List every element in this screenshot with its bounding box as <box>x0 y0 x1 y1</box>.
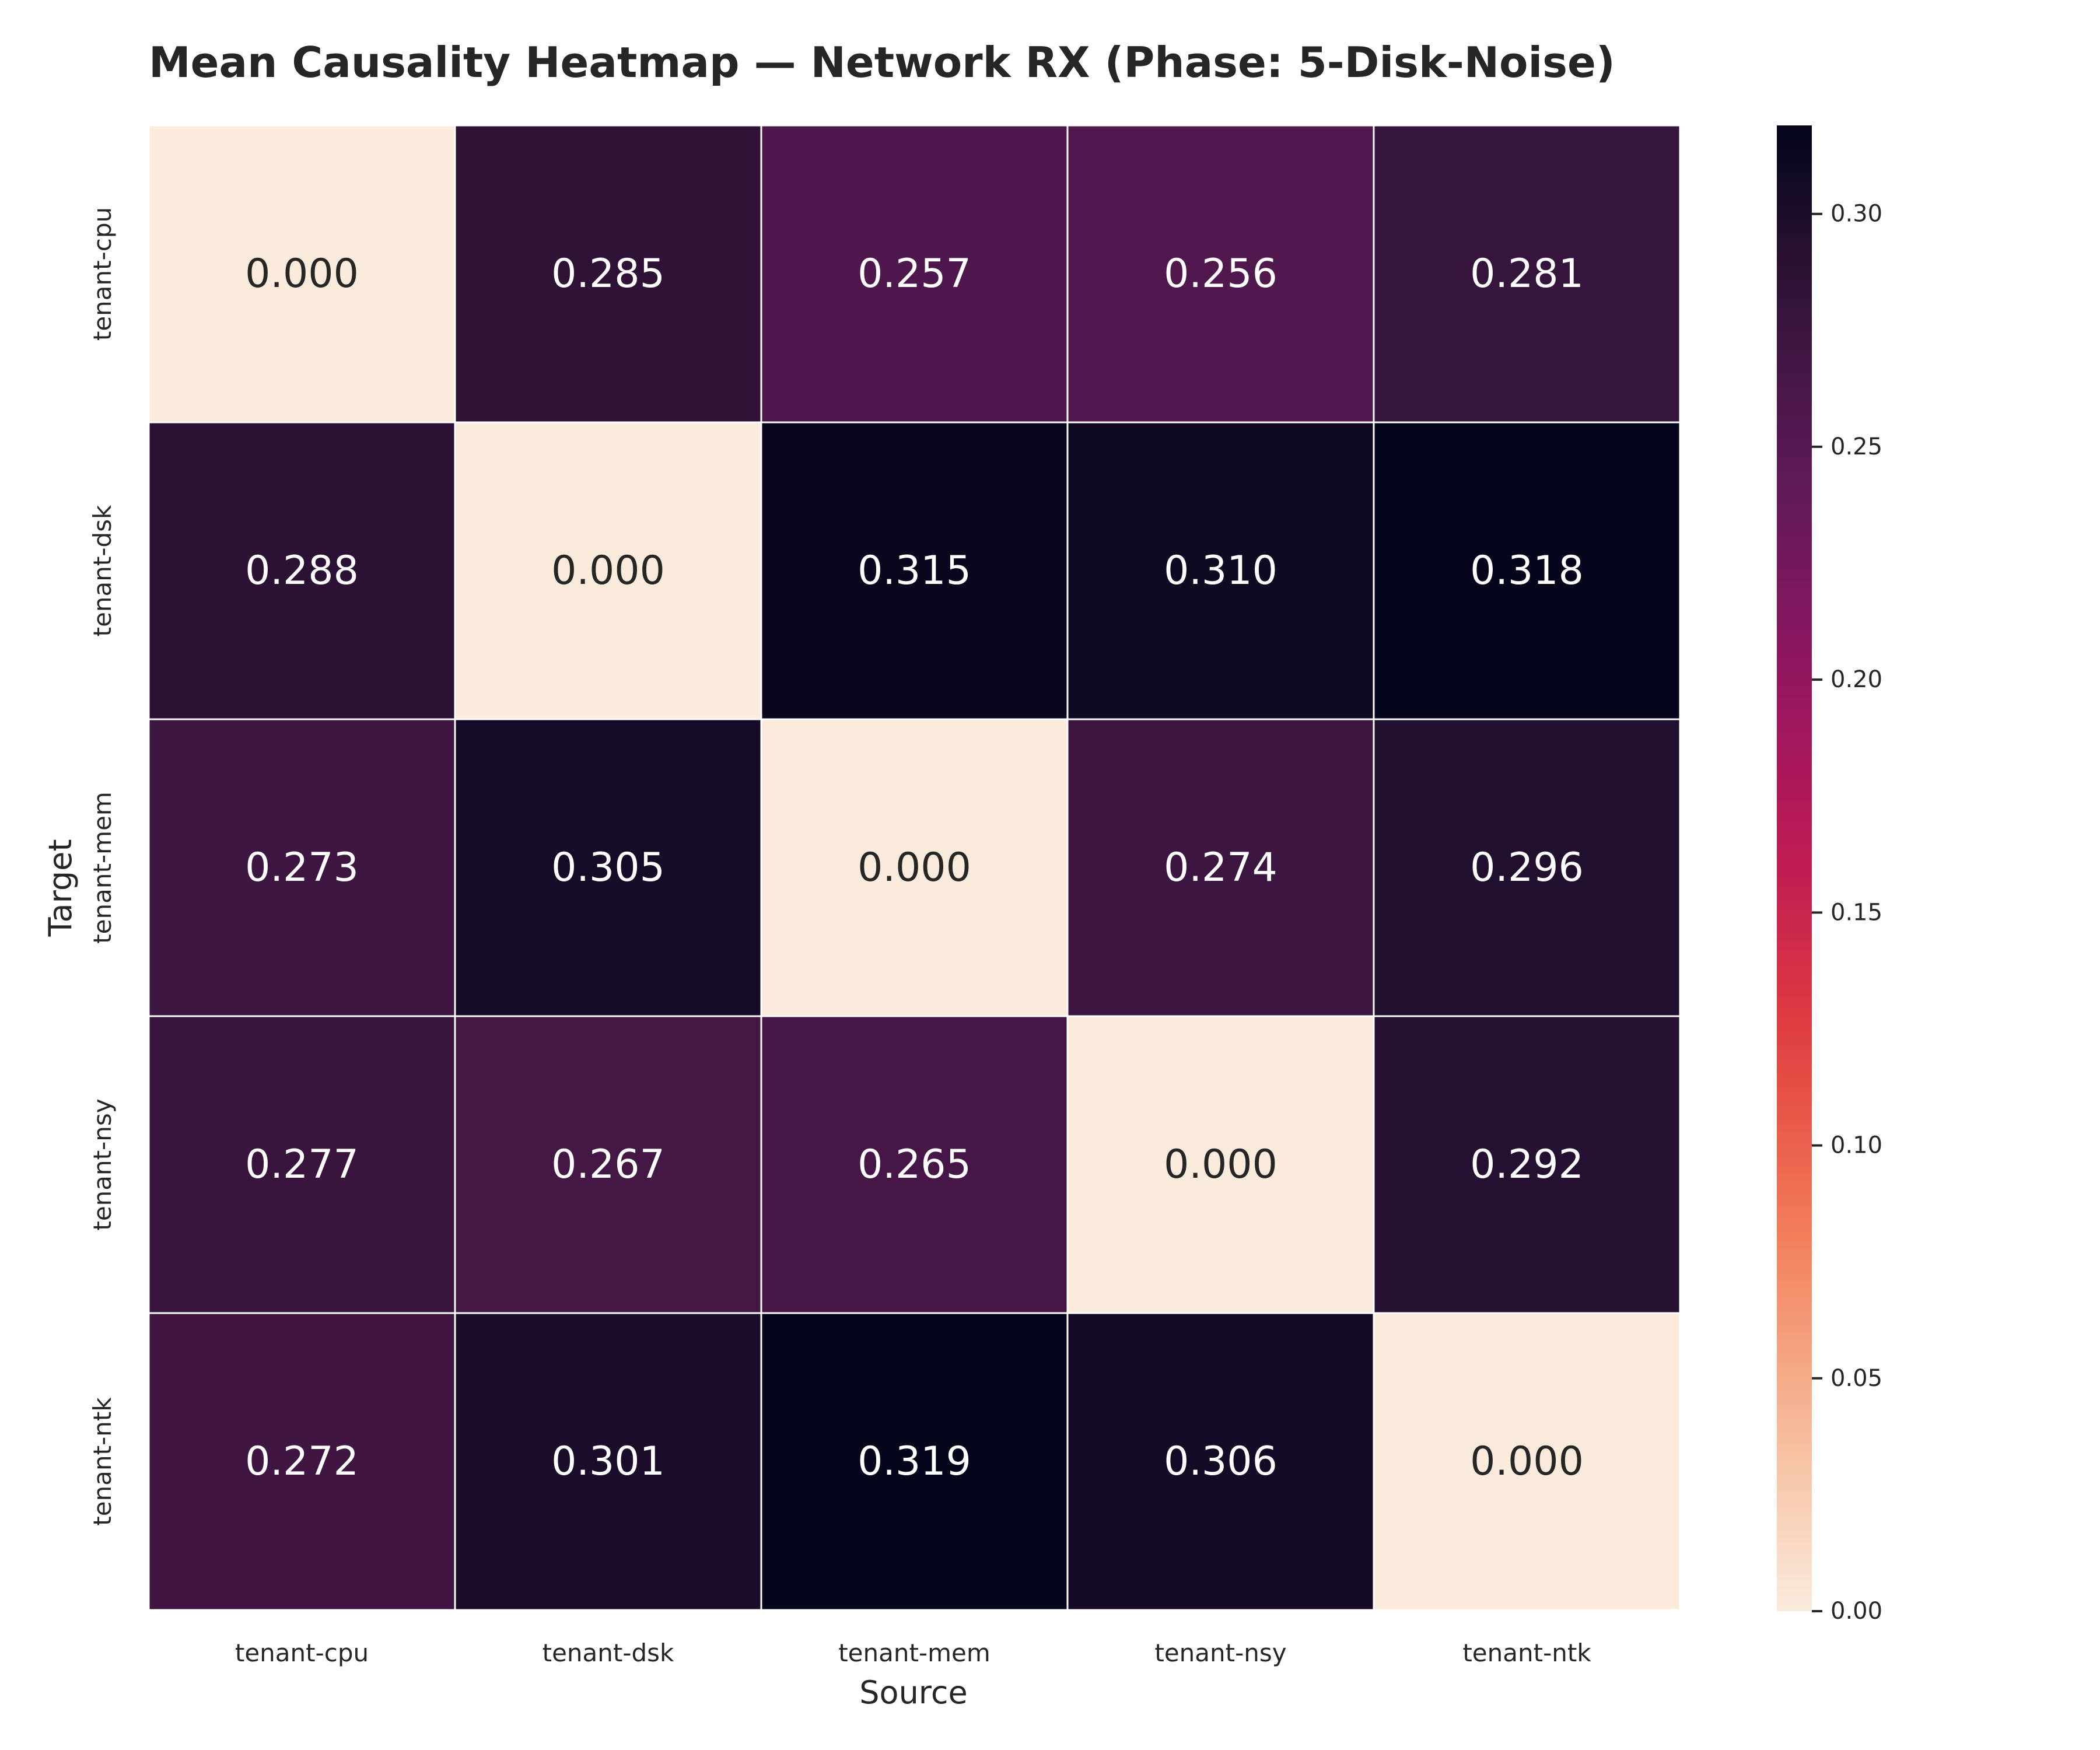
heatmap-cell <box>760 1312 1069 1611</box>
heatmap-cell-value: 0.256 <box>1164 251 1278 297</box>
heatmap-cell-value: 0.267 <box>551 1142 665 1188</box>
heatmap-cell <box>1373 1015 1681 1314</box>
heatmap-cell <box>454 124 762 424</box>
colorbar-tick-label: 0.30 <box>1831 201 1882 228</box>
heatmap-cell <box>454 718 762 1017</box>
heatmap-cell-value: 0.315 <box>858 548 971 594</box>
heatmap-cell-value: 0.318 <box>1470 548 1584 594</box>
heatmap-cell-value: 0.281 <box>1470 251 1584 297</box>
heatmap-cell <box>454 1015 762 1314</box>
colorbar <box>1777 125 1812 1611</box>
heatmap-cell <box>1373 421 1681 720</box>
y-tick-label: tenant-cpu <box>88 207 117 341</box>
heatmap-cell <box>148 124 456 424</box>
heatmap-cell <box>454 421 762 720</box>
heatmap-cell <box>760 1015 1069 1314</box>
heatmap-cell <box>148 1312 456 1611</box>
heatmap-cell-value: 0.292 <box>1470 1142 1584 1188</box>
heatmap-cell <box>760 718 1069 1017</box>
heatmap-cell-value: 0.296 <box>1470 845 1584 891</box>
heatmap-cell-value: 0.285 <box>551 251 665 297</box>
heatmap-cell <box>1066 124 1375 424</box>
heatmap-cell-value: 0.000 <box>1470 1438 1584 1485</box>
heatmap-cell <box>1373 718 1681 1017</box>
heatmap-cell-value: 0.000 <box>245 251 359 297</box>
heatmap-cell-value: 0.301 <box>551 1438 665 1485</box>
heatmap-cell <box>1066 718 1375 1017</box>
heatmap-cell-value: 0.273 <box>245 845 359 891</box>
y-tick-label: tenant-dsk <box>88 505 117 636</box>
colorbar-ticks: 0.00 0.05 0.10 0.15 0.20 0.25 0.30 <box>1812 201 1882 1625</box>
colorbar-tick-label: 0.10 <box>1831 1132 1882 1159</box>
x-tick-label: tenant-ntk <box>1462 1639 1591 1667</box>
x-axis-label: Source <box>859 1674 967 1711</box>
x-tick-label: tenant-mem <box>838 1639 991 1667</box>
heatmap-cell-value: 0.310 <box>1164 548 1278 594</box>
heatmap-cell <box>148 421 456 720</box>
colorbar-tick-label: 0.05 <box>1831 1365 1882 1392</box>
heatmap-cell-value: 0.000 <box>858 845 971 891</box>
heatmap-cell-value: 0.000 <box>551 548 665 594</box>
heatmap-cell-value: 0.319 <box>858 1438 971 1485</box>
heatmap-cell-value: 0.265 <box>858 1142 971 1188</box>
colorbar-tick-label: 0.20 <box>1831 666 1882 693</box>
heatmap-cell <box>1373 124 1681 424</box>
heatmap-cell-value: 0.274 <box>1164 845 1278 891</box>
heatmap-cell <box>454 1312 762 1611</box>
heatmap-cells: 0.000 0.285 0.257 0.256 0.281 0.288 0.000 0.315… <box>148 124 1681 1611</box>
heatmap-cell <box>760 124 1069 424</box>
heatmap-cell-value: 0.288 <box>245 548 359 594</box>
heatmap-cell <box>760 421 1069 720</box>
y-axis-label: Target <box>42 839 79 937</box>
colorbar-tick-label: 0.00 <box>1831 1598 1882 1625</box>
x-tick-labels: tenant-cpu tenant-dsk tenant-mem tenant-nsy… <box>235 1639 1591 1667</box>
x-tick-label: tenant-dsk <box>542 1639 674 1667</box>
y-tick-label: tenant-nsy <box>88 1098 117 1230</box>
heatmap-cell <box>1373 1312 1681 1611</box>
y-tick-label: tenant-ntk <box>88 1397 117 1526</box>
colorbar-tick-label: 0.15 <box>1831 899 1882 926</box>
heatmap-cell <box>1066 1015 1375 1314</box>
heatmap-cell-value: 0.277 <box>245 1142 359 1188</box>
colorbar-tick-label: 0.25 <box>1831 433 1882 460</box>
heatmap-cell-value: 0.257 <box>858 251 971 297</box>
x-tick-label: tenant-cpu <box>235 1639 369 1667</box>
chart-title: Mean Causality Heatmap — Network RX (Pha… <box>149 38 1615 87</box>
heatmap-cell-value: 0.000 <box>1164 1142 1278 1188</box>
heatmap-cell-value: 0.306 <box>1164 1438 1278 1485</box>
heatmap-cell <box>148 1015 456 1314</box>
heatmap-cell-value: 0.272 <box>245 1438 359 1485</box>
y-tick-labels: tenant-cpu tenant-dsk tenant-mem tenant-nsy… <box>88 207 117 1526</box>
heatmap-cell-value: 0.305 <box>551 845 665 891</box>
y-tick-label: tenant-mem <box>88 792 117 944</box>
x-tick-label: tenant-nsy <box>1154 1639 1286 1667</box>
